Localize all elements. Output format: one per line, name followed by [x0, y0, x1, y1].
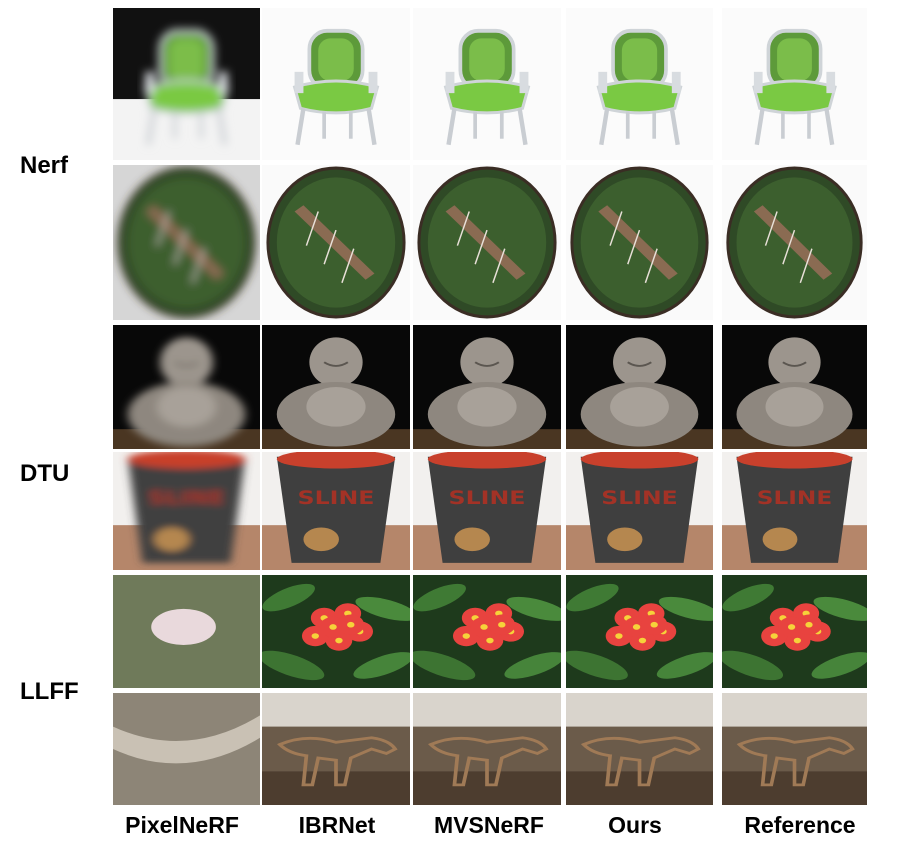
- result-image-flower-ibrnet: [262, 575, 410, 688]
- col-label-reference: Reference: [744, 812, 856, 838]
- result-image-chair-mvsnerf: [413, 8, 561, 160]
- result-image-trex-ours: [566, 693, 713, 805]
- col-label-pixelnerf: PixelNeRF: [125, 812, 239, 838]
- result-image-can-ours: SLINE: [566, 452, 713, 570]
- result-image-flower-mvsnerf: [413, 575, 561, 688]
- result-image-flower-ours: [566, 575, 713, 688]
- col-label-mvsnerf: MVSNeRF: [434, 812, 544, 838]
- row-label-dtu: DTU: [20, 460, 70, 487]
- result-image-can-pixelnerf: SLINE: [113, 452, 260, 570]
- svg-text:SLINE: SLINE: [601, 487, 677, 509]
- result-image-flower-pixelnerf: [113, 575, 260, 688]
- result-image-ship-pixelnerf: [113, 165, 260, 320]
- result-image-buddha-ibrnet: [262, 325, 410, 449]
- result-image-chair-reference: [722, 8, 867, 160]
- result-image-can-mvsnerf: SLINE: [413, 452, 561, 570]
- result-image-chair-ibrnet: [262, 8, 410, 160]
- result-image-chair-pixelnerf: [113, 8, 260, 160]
- result-image-buddha-mvsnerf: [413, 325, 561, 449]
- svg-text:SLINE: SLINE: [449, 487, 526, 509]
- svg-text:SLINE: SLINE: [757, 486, 832, 508]
- col-label-ours: Ours: [608, 812, 662, 838]
- result-image-buddha-ours: [566, 325, 713, 449]
- result-image-trex-pixelnerf: [113, 693, 260, 805]
- result-image-ship-ibrnet: [262, 165, 410, 320]
- result-image-ship-reference: [722, 165, 867, 320]
- result-image-trex-reference: [722, 693, 867, 805]
- result-image-ship-ours: [566, 165, 713, 320]
- result-image-trex-mvsnerf: [413, 693, 561, 805]
- result-image-can-reference: SLINE: [722, 452, 867, 570]
- result-image-buddha-reference: [722, 325, 867, 449]
- result-image-flower-reference: [722, 575, 867, 688]
- col-label-ibrnet: IBRNet: [298, 812, 376, 838]
- result-image-ship-mvsnerf: [413, 165, 561, 320]
- result-image-buddha-pixelnerf: [113, 325, 260, 449]
- row-label-nerf: Nerf: [20, 152, 69, 179]
- result-image-trex-ibrnet: [262, 693, 410, 805]
- result-image-chair-ours: [566, 8, 713, 160]
- svg-text:SLINE: SLINE: [148, 487, 224, 509]
- row-label-llff: LLFF: [20, 678, 79, 705]
- svg-text:SLINE: SLINE: [298, 487, 375, 509]
- result-image-can-ibrnet: SLINE: [262, 452, 410, 570]
